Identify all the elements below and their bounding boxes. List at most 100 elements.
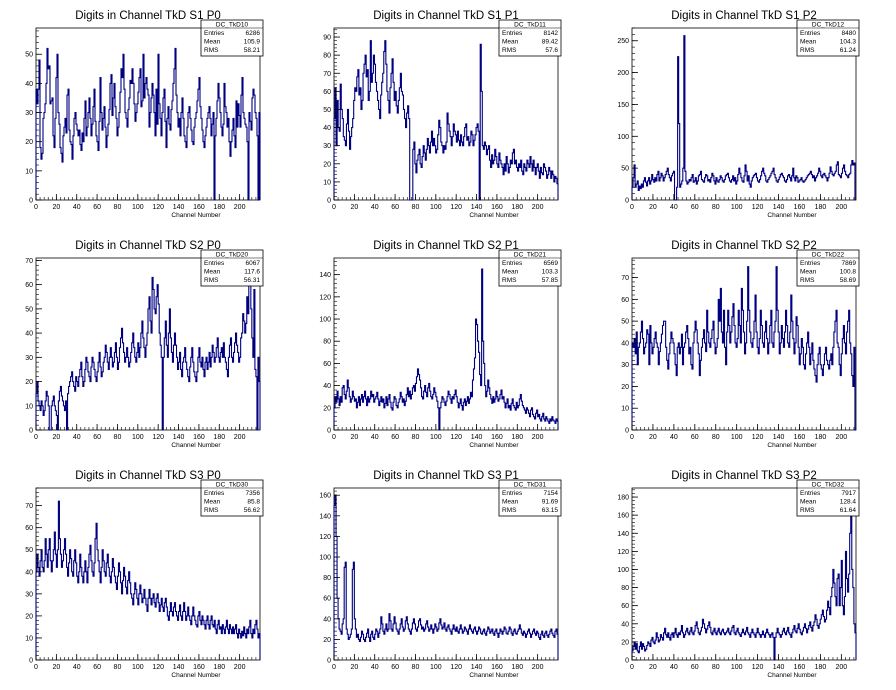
x-tick-label: 120 xyxy=(450,434,462,441)
x-axis-label: Channel Number xyxy=(469,212,519,219)
y-tick-label: 30 xyxy=(25,355,33,362)
x-tick-label: 0 xyxy=(332,664,336,671)
stats-box xyxy=(498,479,562,517)
x-tick-label: 100 xyxy=(430,664,442,671)
histogram-panel: Digits in Channel TkD S1 P1 0 10 20 30 40 50 60… xyxy=(323,10,562,219)
histogram-panel: Digits in Channel TkD S2 P0 0 10 20 30 40 50 60… xyxy=(25,240,264,449)
stats-entries-value: 7356 xyxy=(246,490,261,497)
stats-entries-value: 7869 xyxy=(842,260,857,267)
x-tick-label: 60 xyxy=(93,204,101,211)
x-tick-label: 140 xyxy=(773,204,785,211)
histogram-series-line xyxy=(631,266,856,431)
y-tick-label: 10 xyxy=(25,635,33,642)
stats-rms-value: 61.24 xyxy=(840,47,857,54)
histogram-panel: Digits in Channel TkD S2 P1 0 20 40 60 80 100 1… xyxy=(319,240,562,449)
y-tick-label: 0 xyxy=(327,658,331,665)
x-tick-label: 160 xyxy=(193,434,205,441)
y-tick-label: 100 xyxy=(617,567,629,574)
x-tick-label: 60 xyxy=(691,664,699,671)
stats-box xyxy=(796,249,860,287)
histogram-series-line xyxy=(333,268,559,431)
panel-title: Digits in Channel TkD S3 P2 xyxy=(671,470,817,482)
stats-name: DC_TkD12 xyxy=(812,22,845,29)
x-axis-label: Channel Number xyxy=(171,212,221,219)
plot-frame xyxy=(631,27,857,201)
plot-frame xyxy=(333,257,559,431)
stats-entries-value: 7154 xyxy=(544,490,559,497)
x-tick-label: 0 xyxy=(34,664,38,671)
x-tick-label: 100 xyxy=(731,434,743,441)
stats-rms-label: RMS xyxy=(204,507,219,514)
x-tick-label: 80 xyxy=(114,204,122,211)
stats-rms-value: 58.21 xyxy=(244,47,261,54)
y-tick-label: 40 xyxy=(25,569,33,576)
x-tick-label: 20 xyxy=(52,204,60,211)
x-tick-label: 60 xyxy=(391,434,399,441)
x-tick-label: 120 xyxy=(450,204,462,211)
plot-frame xyxy=(35,257,261,431)
x-tick-label: 200 xyxy=(234,664,246,671)
x-tick-label: 200 xyxy=(234,434,246,441)
x-tick-label: 120 xyxy=(152,434,164,441)
y-tick-label: 60 xyxy=(323,596,331,603)
histogram-series-line xyxy=(333,40,559,201)
x-tick-label: 0 xyxy=(34,204,38,211)
stats-rms-label: RMS xyxy=(502,47,517,54)
panel-title: Digits in Channel TkD S1 P2 xyxy=(671,10,817,22)
stats-rms-label: RMS xyxy=(800,47,815,54)
y-tick-label: 20 xyxy=(25,379,33,386)
stats-box xyxy=(200,19,264,57)
histogram-series-line xyxy=(333,494,559,660)
histogram-panel: Digits in Channel TkD S1 P0 0 10 20 30 40 50 0 2… xyxy=(25,10,264,219)
stats-entries-value: 6569 xyxy=(544,260,559,267)
x-tick-label: 0 xyxy=(630,434,634,441)
x-tick-label: 180 xyxy=(511,434,523,441)
y-tick-label: 80 xyxy=(323,339,331,346)
y-tick-label: 0 xyxy=(625,428,629,435)
plot-frame xyxy=(631,487,857,661)
x-tick-label: 180 xyxy=(815,204,827,211)
x-tick-label: 120 xyxy=(450,664,462,671)
x-tick-label: 140 xyxy=(471,434,483,441)
stats-mean-label: Mean xyxy=(204,499,221,506)
x-tick-label: 120 xyxy=(752,434,764,441)
stats-name: DC_TkD32 xyxy=(812,482,845,489)
x-tick-label: 120 xyxy=(152,204,164,211)
stats-box xyxy=(200,249,264,287)
y-tick-label: 30 xyxy=(25,110,33,117)
stats-entries-label: Entries xyxy=(204,490,225,497)
y-tick-label: 30 xyxy=(25,591,33,598)
y-tick-label: 160 xyxy=(319,493,331,500)
x-tick-label: 140 xyxy=(173,664,185,671)
histogram-panel: Digits in Channel TkD S3 P0 0 10 20 30 40 50 60… xyxy=(25,470,264,679)
x-tick-label: 160 xyxy=(193,664,205,671)
x-tick-label: 40 xyxy=(670,204,678,211)
x-tick-label: 120 xyxy=(752,204,764,211)
y-tick-label: 50 xyxy=(25,306,33,313)
x-tick-label: 100 xyxy=(430,204,442,211)
x-tick-label: 20 xyxy=(649,204,657,211)
y-tick-label: 0 xyxy=(327,198,331,205)
x-axis-label: Channel Number xyxy=(171,672,221,679)
x-tick-label: 140 xyxy=(173,204,185,211)
x-tick-label: 40 xyxy=(371,204,379,211)
x-axis-label: Channel Number xyxy=(767,212,817,219)
stats-entries-label: Entries xyxy=(502,490,523,497)
x-tick-label: 180 xyxy=(213,204,225,211)
stats-box xyxy=(498,19,562,57)
stats-box xyxy=(796,19,860,57)
x-tick-label: 200 xyxy=(532,664,544,671)
stats-entries-label: Entries xyxy=(204,30,225,37)
stats-rms-value: 57.85 xyxy=(542,277,559,284)
x-tick-label: 180 xyxy=(815,664,827,671)
y-tick-label: 40 xyxy=(621,340,629,347)
x-tick-label: 80 xyxy=(412,204,420,211)
y-tick-label: 60 xyxy=(621,297,629,304)
x-tick-label: 120 xyxy=(752,664,764,671)
x-axis-label: Channel Number xyxy=(469,442,519,449)
y-tick-label: 60 xyxy=(621,603,629,610)
x-tick-label: 0 xyxy=(630,664,634,671)
y-tick-label: 20 xyxy=(323,637,331,644)
stats-entries-value: 6067 xyxy=(246,260,261,267)
x-axis-label: Channel Number xyxy=(767,442,817,449)
